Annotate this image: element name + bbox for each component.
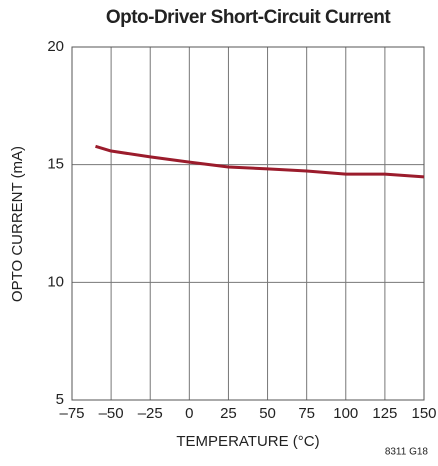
- y-tick-label: 5: [56, 391, 64, 408]
- x-tick-label: 75: [298, 405, 315, 422]
- x-tick-label: 150: [411, 405, 436, 422]
- plot-frame: [71, 46, 425, 401]
- x-tick-label: 100: [333, 405, 358, 422]
- y-axis-label: OPTO CURRENT (mA): [9, 146, 26, 302]
- x-tick-label: –75: [59, 405, 84, 422]
- x-tick-label: 0: [185, 405, 193, 422]
- y-tick-label: 10: [47, 273, 64, 290]
- x-tick-label: –50: [99, 405, 124, 422]
- y-tick-label: 15: [47, 156, 64, 173]
- x-tick-label: 125: [372, 405, 397, 422]
- x-axis-label: TEMPERATURE (°C): [176, 433, 319, 450]
- x-tick-label: 25: [220, 405, 237, 422]
- chart-title: Opto-Driver Short-Circuit Current: [106, 7, 392, 28]
- x-tick-label: –25: [138, 405, 163, 422]
- figure-note: 8311 G18: [385, 447, 429, 458]
- x-tick-label: 50: [259, 405, 276, 422]
- y-tick-label: 20: [47, 38, 64, 55]
- data-line: [95, 144, 425, 179]
